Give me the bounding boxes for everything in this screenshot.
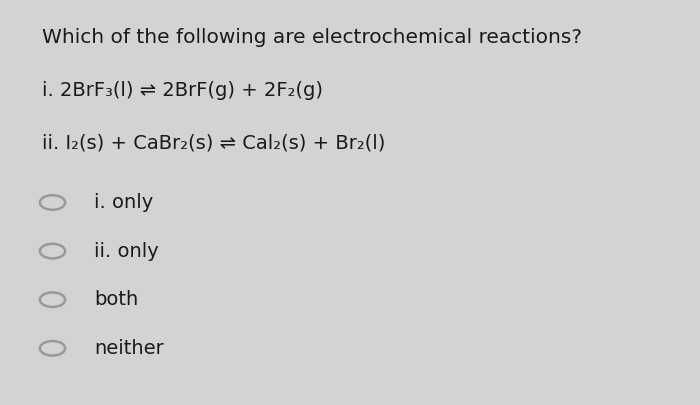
Text: Which of the following are electrochemical reactions?: Which of the following are electrochemic… — [42, 28, 582, 47]
Text: both: both — [94, 290, 139, 309]
Circle shape — [40, 195, 65, 210]
Text: neither: neither — [94, 339, 164, 358]
Text: ii. I₂(s) + CaBr₂(s) ⇌ Cal₂(s) + Br₂(l): ii. I₂(s) + CaBr₂(s) ⇌ Cal₂(s) + Br₂(l) — [42, 134, 386, 153]
Text: i. 2BrF₃(l) ⇌ 2BrF(g) + 2F₂(g): i. 2BrF₃(l) ⇌ 2BrF(g) + 2F₂(g) — [42, 81, 323, 100]
Text: i. only: i. only — [94, 193, 154, 212]
Circle shape — [40, 341, 65, 356]
Circle shape — [40, 244, 65, 258]
Circle shape — [40, 292, 65, 307]
Text: ii. only: ii. only — [94, 242, 160, 260]
